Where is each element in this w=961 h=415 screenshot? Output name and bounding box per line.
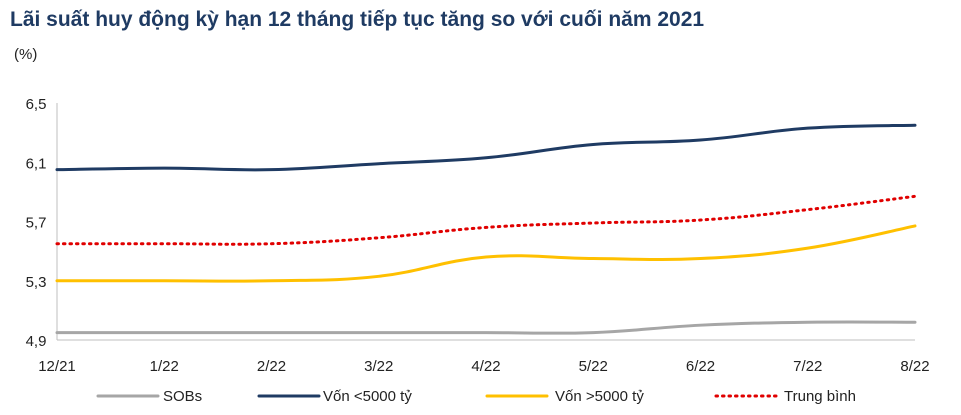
legend-label: Vốn >5000 tỷ (555, 388, 644, 405)
y-axis-unit-label: (%) (14, 46, 38, 63)
legend-label: SOBs (163, 388, 202, 405)
y-tick-label: 6,1 (26, 155, 47, 172)
x-tick-label: 1/22 (150, 358, 179, 375)
y-tick-label: 5,3 (26, 274, 47, 291)
x-tick-label: 8/22 (900, 358, 929, 375)
x-tick-label: 6/22 (686, 358, 715, 375)
y-tick-label: 4,9 (26, 333, 47, 350)
legend-label: Vốn <5000 tỷ (323, 388, 412, 405)
series-line-trung-b-nh (55, 194, 917, 246)
chart-title: Lãi suất huy động kỳ hạn 12 tháng tiếp t… (10, 8, 705, 31)
y-tick-label: 6,5 (26, 96, 47, 113)
x-tick-label: 3/22 (364, 358, 393, 375)
x-tick-label: 5/22 (579, 358, 608, 375)
series-line-v-n-5000-t (55, 224, 917, 283)
series-line-sobs (55, 320, 917, 335)
legend-label: Trung bình (784, 388, 856, 405)
x-tick-label: 12/21 (38, 358, 76, 375)
x-tick-label: 4/22 (471, 358, 500, 375)
x-tick-label: 2/22 (257, 358, 286, 375)
x-tick-label: 7/22 (793, 358, 822, 375)
series-line-v-n-5000-t (55, 123, 917, 172)
y-tick-label: 5,7 (26, 215, 47, 232)
